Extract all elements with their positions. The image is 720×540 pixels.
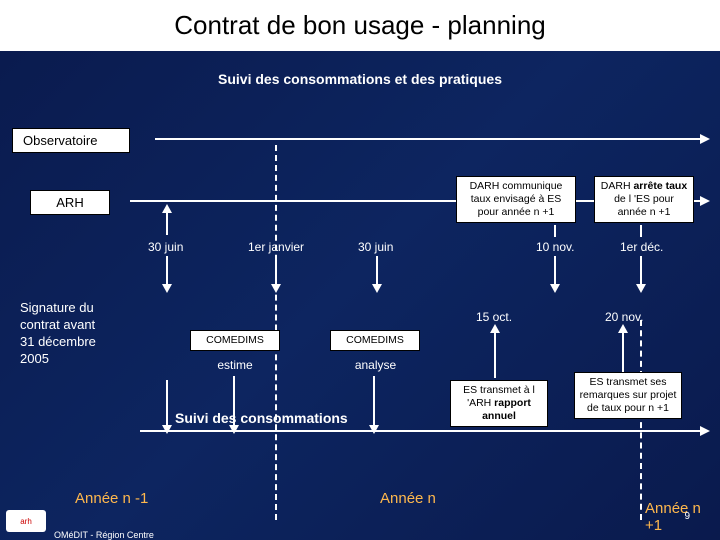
conn-30juin-a-down	[166, 256, 168, 284]
arrow-30juin-a-down	[162, 284, 172, 293]
conn-sig	[166, 380, 168, 426]
year-nm1: Année n -1	[75, 490, 148, 507]
mid-15oct: 15 oct.	[476, 310, 512, 324]
arrow-15oct-up	[490, 324, 500, 333]
arrow-1erjan-down	[271, 284, 281, 293]
signature-l4: 2005	[20, 351, 96, 368]
timeline-consumption-arrow	[700, 426, 710, 436]
arrow-comedims-b	[369, 425, 379, 434]
timeline-observatoire	[155, 138, 700, 140]
page-title: Contrat de bon usage - planning	[20, 10, 700, 41]
tick-10nov: 10 nov.	[536, 240, 574, 254]
timeline-arh-arrow	[700, 196, 710, 206]
divider-1erdec	[640, 320, 642, 520]
conn-1erdec-up	[640, 225, 642, 237]
signature-l1: Signature du	[20, 300, 96, 317]
conn-10nov-down	[554, 256, 556, 284]
lane-observatoire: Observatoire	[12, 128, 130, 153]
slide-number: 9	[684, 511, 690, 522]
arrow-20nov-up	[618, 324, 628, 333]
box-comedims-a: COMEDIMS	[190, 330, 280, 351]
box-comedims-b: COMEDIMS	[330, 330, 420, 351]
signature-l3: 31 décembre	[20, 334, 96, 351]
conn-1erjan-down	[275, 256, 277, 284]
arrow-1erdec-down	[636, 284, 646, 293]
conn-comedims-a	[233, 376, 235, 426]
signature-l2: contrat avant	[20, 317, 96, 334]
conn-1erdec-down	[640, 256, 642, 284]
signature-block: Signature du contrat avant 31 décembre 2…	[20, 300, 96, 368]
tick-1erdec: 1er déc.	[620, 240, 663, 254]
box-es-rapport: ES transmet à l 'ARH rapport annuel	[450, 380, 548, 427]
arrow-10nov-down	[550, 284, 560, 293]
subtitle: Suivi des consommations et des pratiques	[0, 71, 720, 87]
logo: arh	[6, 510, 46, 532]
conn-15oct	[494, 330, 496, 378]
arrow-comedims-a	[229, 425, 239, 434]
box-darh-arrete: DARH arrête taux de l 'ES pour année n +…	[594, 176, 694, 223]
consumption-label: Suivi des consommations	[175, 410, 348, 426]
box-darh-communique: DARH communique taux envisagé à ES pour …	[456, 176, 576, 223]
arrow-sig	[162, 425, 172, 434]
timeline-observatoire-arrow	[700, 134, 710, 144]
conn-30juin-a-up	[166, 210, 168, 235]
title-bar: Contrat de bon usage - planning	[0, 0, 720, 51]
arrow-30juin-b-down	[372, 284, 382, 293]
footer: OMéDIT - Région Centre	[8, 530, 154, 540]
tick-30juin-a: 30 juin	[148, 240, 183, 254]
year-n: Année n	[380, 490, 436, 507]
arrow-30juin-a-up	[162, 204, 172, 213]
conn-20nov	[622, 330, 624, 378]
box-es-remarques: ES transmet ses remarques sur projet de …	[574, 372, 682, 419]
conn-10nov-up	[554, 225, 556, 237]
conn-comedims-b	[373, 376, 375, 426]
year-np1: Année n +1	[645, 500, 720, 534]
lane-arh: ARH	[30, 190, 110, 215]
mid-20nov: 20 nov.	[605, 310, 643, 324]
timeline-consumption	[140, 430, 700, 432]
comedims-sub-b: analyse	[348, 358, 403, 372]
tick-30juin-b: 30 juin	[358, 240, 393, 254]
comedims-sub-a: estime	[210, 358, 260, 372]
conn-30juin-b-down	[376, 256, 378, 284]
